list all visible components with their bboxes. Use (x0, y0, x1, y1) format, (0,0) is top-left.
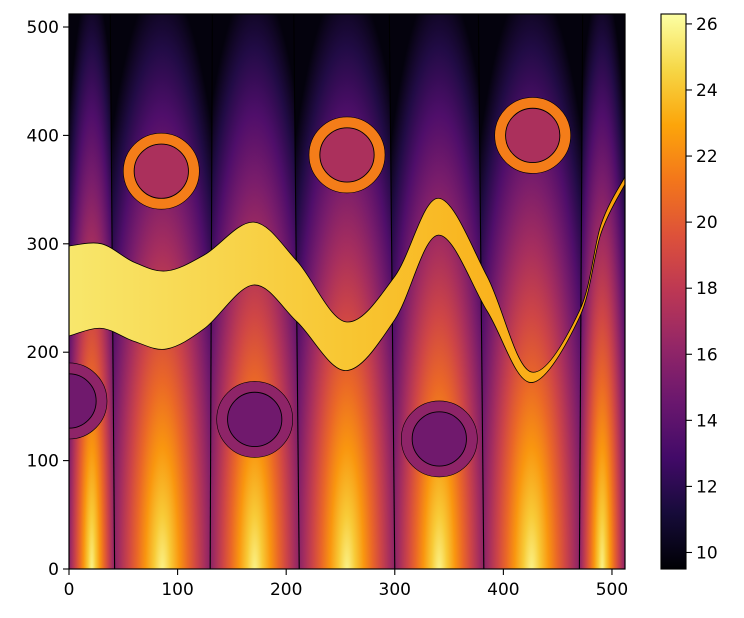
circle-core-5 (411, 411, 467, 467)
colorbar-frame (660, 13, 687, 570)
y-tick-label: 200 (27, 343, 59, 363)
x-tick-label: 200 (270, 580, 302, 600)
x-tick-label: 500 (596, 580, 628, 600)
colorbar-tick-label: 24 (696, 81, 718, 101)
y-tick-label: 300 (27, 235, 59, 255)
colorbar-tick-label: 20 (696, 213, 718, 233)
colorbar-tick-label: 12 (696, 477, 718, 497)
heatmap-field (69, 14, 625, 569)
background-column-6 (579, 14, 625, 569)
x-tick-label: 300 (379, 580, 411, 600)
plot-frame (68, 13, 626, 570)
wavy-band (69, 176, 625, 383)
colorbar-gradient (661, 14, 686, 569)
colorbar-tick-label: 10 (696, 543, 718, 563)
axes: 0 100 200 300 400 500 0 100 200 300 400 500 (27, 18, 629, 600)
colorbar-tick-label: 14 (696, 411, 718, 431)
x-tick-label: 400 (487, 580, 519, 600)
column-boundary-line (578, 14, 584, 569)
circle-core-3 (69, 373, 97, 429)
colorbar-tick-label: 22 (696, 147, 718, 167)
x-tick-label: 100 (161, 580, 193, 600)
y-tick-label: 0 (48, 560, 59, 580)
colorbar: 10 12 14 16 18 20 22 24 26 (660, 13, 718, 570)
circle-core-4 (227, 391, 283, 448)
colorbar-tick-label: 16 (696, 345, 718, 365)
y-tick-label: 400 (27, 126, 59, 146)
colorbar-tick-label: 18 (696, 279, 718, 299)
colorbar-tick-label: 26 (696, 15, 718, 35)
y-tick-label: 100 (27, 452, 59, 472)
circle-core-0 (133, 143, 189, 199)
x-tick-label: 0 (64, 580, 75, 600)
circle-core-2 (505, 107, 561, 164)
y-tick-label: 500 (27, 18, 59, 38)
circle-core-1 (319, 127, 375, 183)
